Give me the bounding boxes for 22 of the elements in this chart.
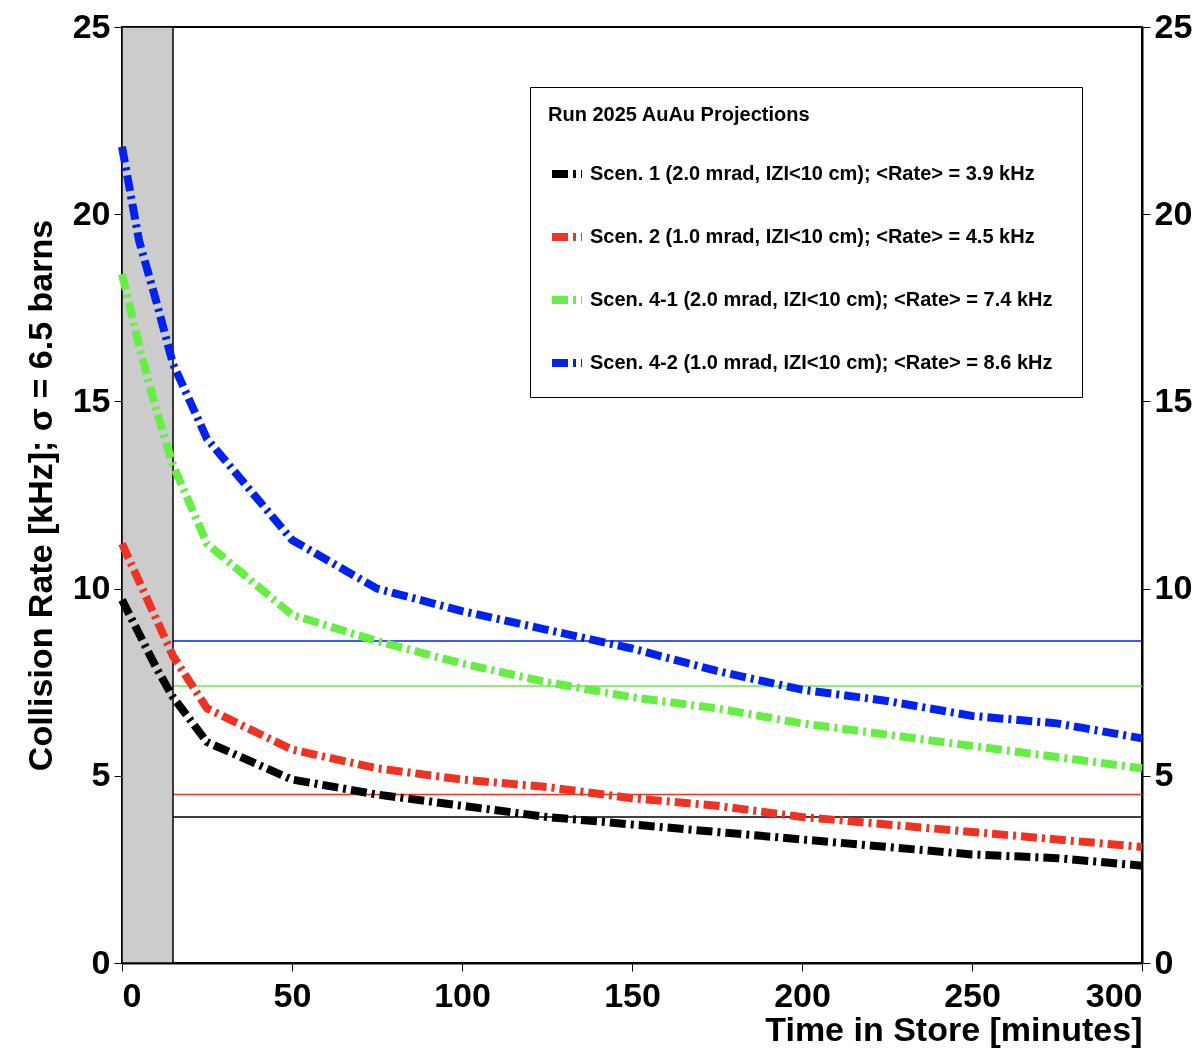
y2-tick-label: 5 [1154, 755, 1174, 794]
legend-label: Scen. 4-1 (2.0 mrad, IZI<10 cm); <Rate> = 7.4 kHz [590, 288, 1053, 310]
y-tick-label: 25 [72, 6, 111, 45]
y-tick-label: 20 [72, 193, 111, 232]
x-tick-label: 50 [273, 975, 312, 1014]
x-tick-label: 100 [434, 975, 491, 1014]
y-tick-label: 10 [72, 568, 111, 607]
y2-tick-label: 20 [1154, 193, 1193, 232]
legend-label: Scen. 2 (1.0 mrad, IZI<10 cm); <Rate> = 4.5 kHz [590, 225, 1035, 247]
legend-title: Run 2025 AuAu Projections [548, 103, 810, 125]
x-tick-label: 150 [604, 975, 661, 1014]
y-tick-label: 15 [72, 380, 111, 419]
y-tick-label: 0 [91, 942, 111, 981]
y-axis-title: Collision Rate [kHz]; σ = 6.5 barns [20, 219, 59, 772]
legend-label: Scen. 1 (2.0 mrad, IZI<10 cm); <Rate> = 3.9 kHz [590, 162, 1035, 184]
y-tick-label: 5 [91, 755, 111, 794]
x-tick-label: 0 [122, 975, 142, 1014]
y2-tick-label: 15 [1154, 380, 1193, 419]
y2-tick-label: 25 [1154, 6, 1193, 45]
legend-label: Scen. 4-2 (1.0 mrad, IZI<10 cm); <Rate> = 8.6 kHz [590, 351, 1053, 373]
y2-tick-label: 10 [1154, 568, 1193, 607]
y2-tick-label: 0 [1154, 942, 1174, 981]
